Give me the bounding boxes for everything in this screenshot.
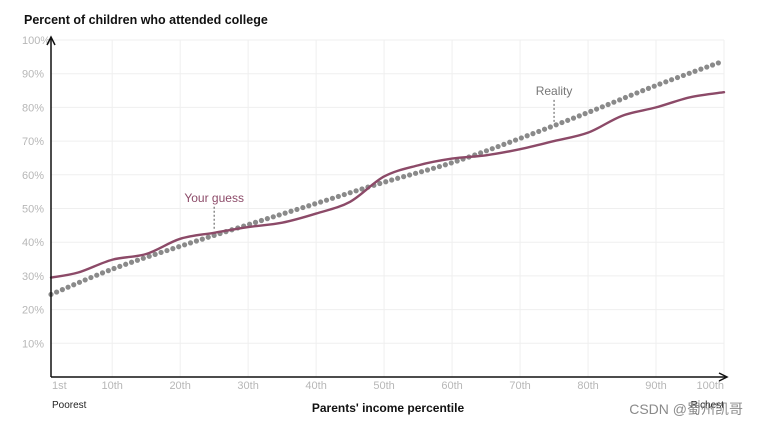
x-tick-label: 70th: [509, 380, 530, 392]
watermark: CSDN @蜀州凯哥: [629, 401, 743, 417]
x-axis-arrow-icon: [718, 372, 729, 382]
x-tick-labels: 1st 10th 20th 30th 40th 50th 60th 70th 80th 90th 1…: [52, 380, 724, 392]
y-tick-label: 50%: [22, 204, 44, 216]
y-tick-label: 20%: [22, 305, 44, 317]
y-tick-label: 80%: [22, 102, 44, 114]
x-tick-label: 20th: [169, 380, 190, 392]
y-tick-label: 10%: [22, 338, 44, 350]
y-tick-label: 40%: [22, 237, 44, 249]
axes: [46, 35, 729, 382]
y-tick-label: 60%: [22, 170, 44, 182]
series-line-your-guess: [49, 91, 726, 279]
chart-title: Percent of children who attended college: [24, 13, 268, 27]
x-axis-label: Parents' income percentile: [312, 401, 465, 415]
y-tick-label: 90%: [22, 69, 44, 81]
y-tick-label: 100%: [22, 35, 50, 47]
y-tick-label: 70%: [22, 136, 44, 148]
y-tick-labels: 10% 20% 30% 40% 50% 60% 70% 80% 90% 100%: [22, 35, 50, 350]
x-tick-label: 60th: [441, 380, 462, 392]
y-tick-label: 30%: [22, 271, 44, 283]
y-axis-arrow-icon: [46, 35, 56, 46]
x-tick-label: 100th: [696, 380, 724, 392]
x-end-label-poorest: Poorest: [52, 400, 87, 411]
x-tick-label: 10th: [101, 380, 122, 392]
x-tick-label: 1st: [52, 380, 67, 392]
annotation-your-guess: Your guess: [184, 191, 244, 205]
x-tick-label: 80th: [577, 380, 598, 392]
series-line-reality: [48, 58, 727, 298]
x-tick-label: 50th: [373, 380, 394, 392]
x-end-label-richest: Richest: [691, 400, 725, 411]
x-tick-label: 90th: [645, 380, 666, 392]
series: [48, 58, 727, 298]
annotations: Your guess Reality: [184, 84, 572, 230]
gridlines: [51, 39, 725, 377]
x-tick-label: 40th: [305, 380, 326, 392]
annotation-reality: Reality: [536, 84, 573, 98]
x-tick-label: 30th: [237, 380, 258, 392]
